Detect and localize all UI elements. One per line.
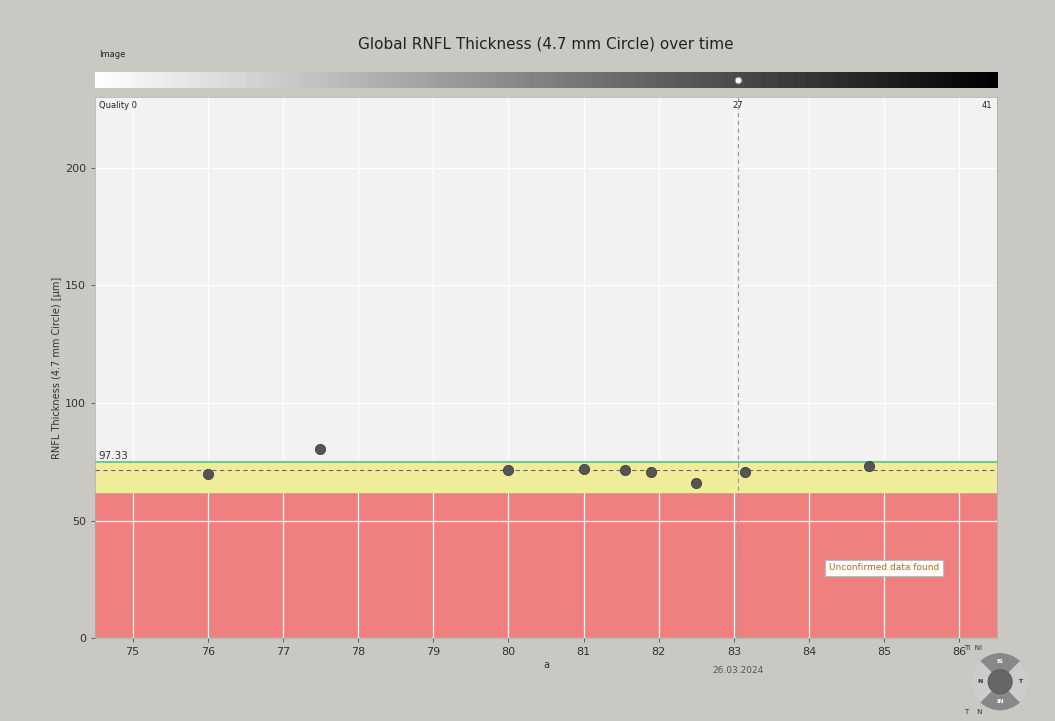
Text: 97.33: 97.33: [99, 451, 129, 461]
Bar: [95, 461, 997, 492]
Text: 27: 27: [732, 101, 743, 110]
Text: TI  NI: TI NI: [964, 645, 982, 651]
Text: Image: Image: [99, 50, 126, 59]
Point: [688, 477, 705, 489]
Text: N: N: [977, 679, 983, 684]
Wedge shape: [973, 662, 1000, 702]
Wedge shape: [1000, 662, 1028, 702]
Text: Quality 0: Quality 0: [99, 101, 137, 110]
Text: 41: 41: [982, 101, 993, 110]
Point: [500, 464, 517, 476]
Y-axis label: RNFL Thickness (4.7 mm Circle) [μm]: RNFL Thickness (4.7 mm Circle) [μm]: [52, 277, 62, 459]
Point: [312, 443, 329, 455]
Title: Global RNFL Thickness (4.7 mm Circle) over time: Global RNFL Thickness (4.7 mm Circle) ov…: [358, 37, 734, 52]
Bar: [95, 492, 997, 638]
Point: [616, 464, 633, 476]
Wedge shape: [980, 654, 1020, 682]
Point: [575, 463, 592, 474]
Circle shape: [987, 669, 1013, 694]
Point: [642, 466, 659, 478]
Text: IN: IN: [996, 699, 1004, 704]
Text: T: T: [1018, 679, 1022, 684]
Wedge shape: [980, 682, 1020, 709]
Text: T    N: T N: [964, 709, 983, 715]
Point: [736, 466, 753, 478]
Text: IS: IS: [997, 659, 1003, 664]
Circle shape: [989, 670, 1012, 694]
Text: 26.03.2024: 26.03.2024: [712, 666, 763, 675]
Text: Unconfirmed data found: Unconfirmed data found: [829, 563, 939, 572]
Point: [861, 461, 878, 472]
Circle shape: [973, 654, 1028, 709]
X-axis label: a: a: [543, 660, 549, 670]
Point: [199, 468, 216, 479]
